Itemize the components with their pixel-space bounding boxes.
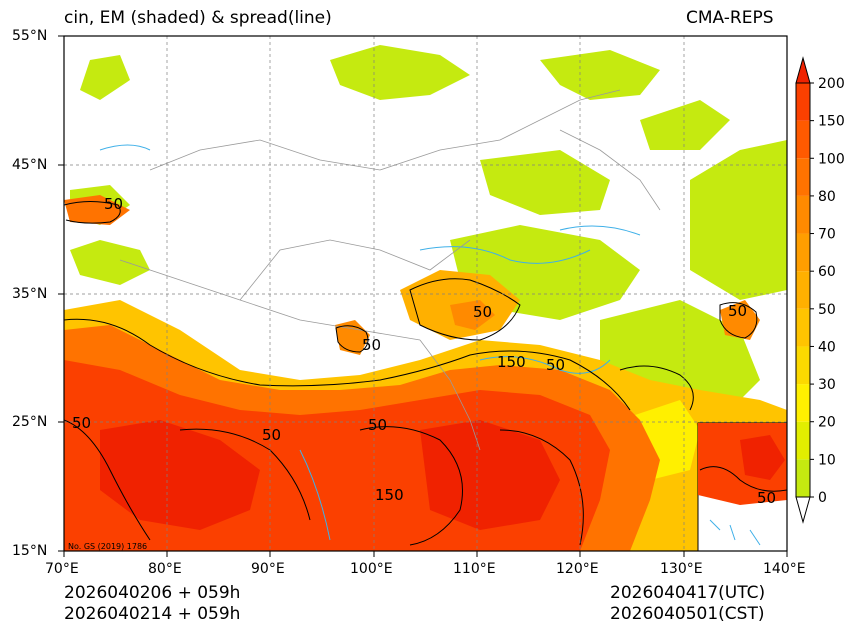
contour-label: 50 — [473, 303, 492, 321]
colorbar-label: 150 — [818, 114, 845, 130]
lon-label: 80°E — [148, 561, 182, 577]
colorbar-segment — [796, 233, 810, 272]
contour-label: 50 — [362, 336, 381, 354]
colorbar-label: 40 — [818, 339, 836, 355]
colorbar-bottom-extension — [795, 496, 811, 524]
lon-label: 70°E — [45, 561, 79, 577]
colorbar-segment — [796, 271, 810, 309]
axis-ticks — [58, 35, 788, 557]
contour-label: 150 — [375, 486, 404, 504]
rivers — [99, 144, 641, 541]
colorbar-label: 30 — [818, 377, 836, 393]
contour-label: 50 — [72, 414, 91, 432]
contour-label: 50 — [104, 195, 123, 213]
map-approval-number: No. GS (2019) 1786 — [68, 542, 147, 551]
lon-label: 130°E — [660, 561, 703, 577]
model-name: CMA-REPS — [686, 8, 774, 28]
graticule — [64, 36, 787, 551]
colorbar: 0 10 20 30 40 50 60 70 80 100 150 200 — [795, 56, 845, 524]
colorbar-label: 70 — [818, 227, 836, 243]
contour-label: 150 — [497, 353, 526, 371]
country-borders — [119, 89, 661, 451]
colorbar-label: 60 — [818, 264, 836, 280]
cin-shading-low — [70, 45, 787, 420]
colorbar-label: 80 — [818, 189, 836, 205]
valid-time-utc: 2026040417(UTC) — [610, 583, 766, 603]
lat-label: 55°N — [12, 28, 48, 44]
lon-label: 120°E — [556, 561, 599, 577]
lat-label: 45°N — [12, 157, 48, 173]
colorbar-label: 50 — [818, 302, 836, 318]
init-time-utc: 2026040206 + 059h — [64, 583, 241, 603]
contour-label: 50 — [546, 356, 565, 374]
contour-label: 50 — [728, 302, 747, 320]
colorbar-segment — [796, 308, 810, 347]
cin-shading-high — [64, 195, 760, 551]
colorbar-label: 10 — [818, 452, 836, 468]
contour-label: 50 — [368, 416, 387, 434]
init-time-cst: 2026040214 + 059h — [64, 604, 241, 624]
lat-label: 25°N — [12, 414, 48, 430]
colorbar-label: 0 — [818, 490, 827, 506]
colorbar-segment — [796, 384, 810, 422]
contour-label: 50 — [757, 489, 776, 507]
lat-label: 15°N — [12, 543, 48, 559]
spread-contours — [64, 201, 758, 546]
colorbar-top-extension — [795, 56, 811, 84]
lon-label: 110°E — [453, 561, 496, 577]
lon-label: 100°E — [350, 561, 393, 577]
colorbar-segment — [796, 459, 810, 497]
colorbar-segment — [796, 120, 810, 159]
lon-label: 90°E — [251, 561, 285, 577]
colorbar-segment — [796, 421, 810, 460]
lat-label: 35°N — [12, 286, 48, 302]
colorbar-segment — [796, 83, 810, 121]
colorbar-segment — [796, 195, 810, 234]
colorbar-label: 100 — [818, 151, 845, 167]
colorbar-segment — [796, 346, 810, 385]
south-china-sea-inset — [697, 422, 787, 551]
colorbar-label: 200 — [818, 76, 845, 92]
lon-label: 140°E — [763, 561, 806, 577]
map-title: cin, EM (shaded) & spread(line) — [64, 8, 332, 28]
contour-labels: 50 50 50 50 150 50 50 50 50 150 50 — [72, 195, 776, 507]
contour-label: 50 — [262, 426, 281, 444]
valid-time-cst: 2026040501(CST) — [610, 604, 765, 624]
colorbar-segment — [796, 158, 810, 196]
colorbar-label: 20 — [818, 415, 836, 431]
